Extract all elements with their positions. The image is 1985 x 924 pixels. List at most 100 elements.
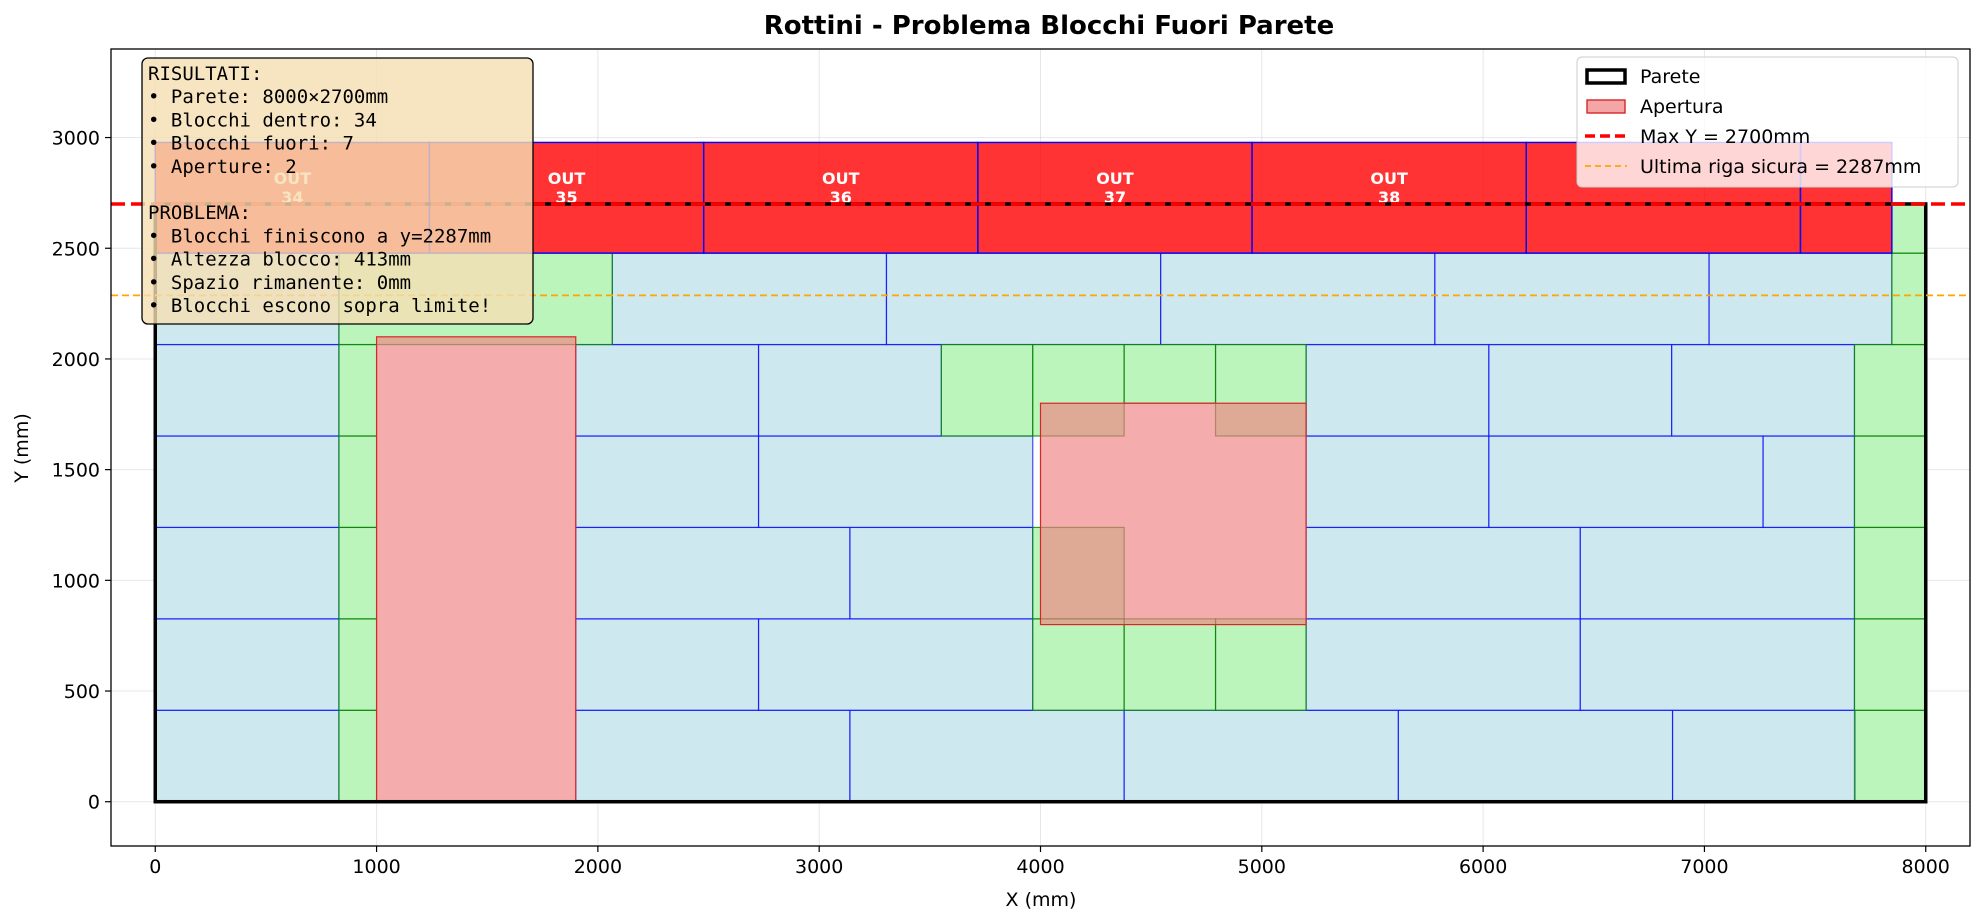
x-tick-label: 7000 [1680, 856, 1728, 878]
block-filler [1853, 618, 1927, 711]
x-tick-label: 3000 [795, 856, 843, 878]
legend-label: Parete [1640, 66, 1700, 88]
y-tick-label: 3000 [52, 128, 100, 150]
block-inside [575, 526, 851, 620]
block-filler [338, 526, 378, 620]
out-block-label-line: 35 [555, 188, 577, 207]
block-inside [575, 435, 760, 529]
block-filler [1891, 252, 1927, 346]
block-filler [1123, 343, 1217, 404]
y-tick-label: 0 [88, 792, 100, 814]
info-box-line: • Aperture: 2 [148, 156, 297, 178]
block-inside [1305, 526, 1581, 620]
block-inside [757, 435, 1034, 529]
info-box-line: • Blocchi finiscono a y=2287mm [148, 225, 491, 247]
block-inside [1305, 618, 1581, 711]
block-inside [1397, 709, 1674, 803]
block-outside [977, 141, 1253, 254]
block-filler [338, 618, 378, 711]
out-block-label-line: OUT [1370, 169, 1408, 188]
x-tick-label: 6000 [1459, 856, 1507, 878]
info-box: RISULTATI:• Parete: 8000×2700mm• Blocchi… [141, 57, 534, 325]
y-tick-label: 2500 [52, 238, 100, 260]
block-filler [1853, 343, 1927, 437]
block-filler [1214, 618, 1307, 711]
block-inside [611, 252, 888, 346]
legend-label: Max Y = 2700mm [1640, 126, 1810, 148]
block-inside [154, 435, 340, 529]
block-filler [1853, 435, 1927, 529]
info-box-line: • Parete: 8000×2700mm [148, 86, 388, 108]
info-box-line: • Spazio rimanente: 0mm [148, 272, 411, 294]
out-block-label: OUT 37 [1096, 169, 1134, 207]
block-filler [1123, 618, 1217, 711]
x-tick-label: 8000 [1902, 856, 1950, 878]
out-block-label-line: OUT [822, 169, 860, 188]
out-block-label-line: 38 [1378, 188, 1400, 207]
block-inside [1488, 435, 1764, 529]
y-axis-label: Y (mm) [11, 413, 33, 484]
block-inside [1488, 343, 1673, 437]
block-filler [338, 343, 378, 437]
block-inside [154, 343, 340, 437]
x-tick-label: 4000 [1016, 856, 1064, 878]
block-filler [940, 343, 1034, 437]
block-inside [1305, 343, 1490, 437]
block-inside [1305, 435, 1490, 529]
out-block-label-line: OUT [1096, 169, 1134, 188]
block-inside [757, 343, 942, 437]
block-inside [849, 709, 1125, 803]
legend: Parete Apertura Max Y = 2700mm Ultima riga … [1576, 56, 1959, 188]
block-inside [154, 709, 340, 803]
block-inside [154, 618, 340, 711]
block-filler [1853, 526, 1927, 620]
info-box-line: • Blocchi dentro: 34 [148, 109, 377, 131]
block-filler [338, 435, 378, 529]
y-tick-label: 2000 [52, 349, 100, 371]
out-block-label: OUT 38 [1370, 169, 1408, 207]
info-box-background [141, 57, 534, 325]
y-tick-label: 500 [64, 681, 100, 703]
block-inside [1123, 709, 1399, 803]
block-inside [1671, 343, 1856, 437]
y-tick-label: 1000 [52, 570, 100, 592]
x-tick-label: 0 [149, 856, 161, 878]
block-inside [885, 252, 1162, 346]
block-inside [575, 709, 851, 803]
info-box-line: • Altezza blocco: 413mm [148, 249, 411, 271]
block-inside [575, 343, 760, 437]
info-box-line: RISULTATI: [148, 63, 262, 85]
block-inside [1762, 435, 1856, 529]
block-outside [702, 141, 979, 254]
out-block-label: OUT 36 [822, 169, 860, 207]
block-inside [1579, 618, 1856, 711]
legend-swatch-opening [1586, 99, 1626, 114]
chart-title: Rottini - Problema Blocchi Fuori Parete [764, 11, 1335, 41]
block-filler [1891, 203, 1927, 254]
info-box-line: • Blocchi fuori: 7 [148, 133, 354, 155]
block-inside [1708, 252, 1893, 346]
out-block-label-line: 37 [1104, 188, 1126, 207]
y-tick-label: 1500 [52, 460, 100, 482]
legend-background [1576, 56, 1959, 188]
block-inside [154, 526, 340, 620]
block-filler [338, 709, 378, 803]
block-inside [1160, 252, 1436, 346]
block-filler [1853, 709, 1927, 803]
x-tick-label: 5000 [1238, 856, 1286, 878]
legend-label: Apertura [1640, 96, 1724, 118]
block-inside [1434, 252, 1710, 346]
out-block-label: OUT 35 [548, 169, 586, 207]
info-box-line: PROBLEMA: [148, 202, 251, 224]
block-inside [757, 618, 1034, 711]
block-inside [1671, 709, 1856, 803]
opening [1039, 402, 1307, 626]
x-axis-label: X (mm) [1006, 889, 1077, 911]
out-block-label-line: 36 [830, 188, 852, 207]
opening [375, 336, 577, 803]
out-block-label-line: OUT [548, 169, 586, 188]
block-inside [575, 618, 760, 711]
x-tick-label: 2000 [574, 856, 622, 878]
block-outside [1251, 141, 1527, 254]
